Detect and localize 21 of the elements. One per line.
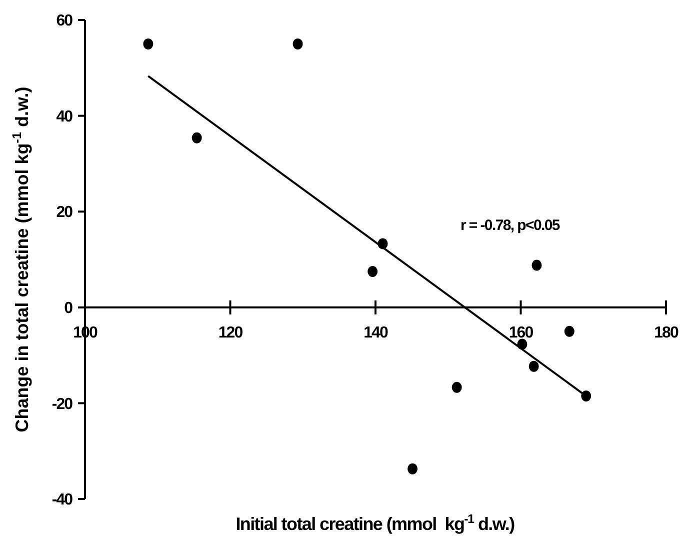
annotation: r = -0.78, p<0.05 [460,217,560,234]
y-tick-label: -40 [52,492,74,509]
point [528,360,539,372]
y-tick-label: -20 [52,396,74,413]
y-tick-label: 20 [56,204,74,222]
point [532,260,542,271]
x-axis-title: Initial total creatine (mmol kg$^{-1}$ d.w.) [236,512,516,534]
y-tick-label: 40 [56,108,74,126]
x-tick-label: 180 [654,324,679,342]
point [452,382,462,393]
point [564,326,574,337]
x-tick-label: 120 [218,324,244,342]
point [408,463,418,474]
point [192,132,202,144]
y-tick-label: 60 [56,12,74,30]
x-tick-label: 160 [508,324,534,342]
point [292,38,303,50]
point [143,38,154,50]
point [368,266,378,277]
x-tick-label: 140 [364,324,388,342]
y-tick-label: 0 [64,300,74,317]
